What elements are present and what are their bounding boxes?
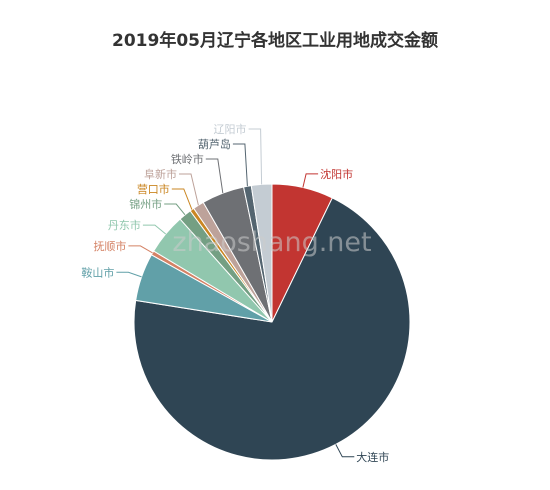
slice-label: 葫芦岛 <box>198 137 231 151</box>
watermark: zhaoshang.net <box>172 227 371 258</box>
slice-label: 营口市 <box>137 182 170 196</box>
slice-label: 锦州市 <box>129 197 162 211</box>
label-leader-line <box>232 143 248 187</box>
label-leader-line <box>164 203 186 216</box>
slice-label: 阜新市 <box>144 167 177 181</box>
label-leader-line <box>248 128 263 185</box>
label-leader-line <box>179 173 199 206</box>
label-leader-line <box>302 173 319 188</box>
label-leader-line <box>171 188 193 210</box>
slice-label: 辽阳市 <box>214 122 247 136</box>
slice-label: 抚顺市 <box>93 239 126 253</box>
pie-slices <box>133 183 411 461</box>
slice-label: 铁岭市 <box>171 152 204 166</box>
label-leader-line <box>205 158 224 194</box>
pie-slice <box>133 197 411 461</box>
slice-label: 沈阳市 <box>320 167 353 181</box>
label-leader-line <box>335 444 355 458</box>
label-leader-line <box>142 224 167 235</box>
slice-label: 大连市 <box>356 450 389 464</box>
label-leader-line <box>128 245 153 254</box>
slice-label: 鞍山市 <box>81 265 114 279</box>
chart-title: 2019年05月辽宁各地区工业用地成交金额 <box>112 31 438 51</box>
label-leader-line <box>116 271 142 278</box>
slice-label: 丹东市 <box>108 218 141 232</box>
